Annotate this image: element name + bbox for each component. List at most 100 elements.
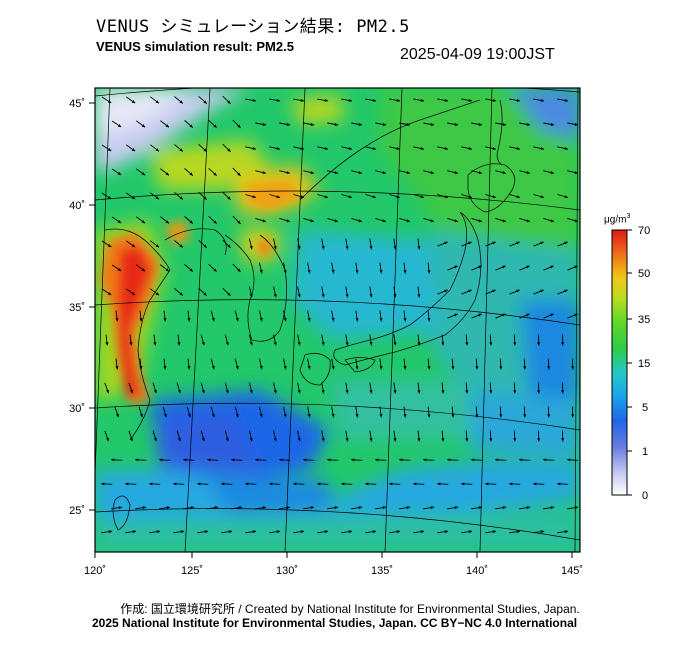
wind-arrow-head [197,482,201,486]
wind-arrow-head [509,482,513,486]
wind-arrow-head [307,318,311,322]
wind-arrow-head [307,414,311,418]
lon-label: 125˚ [181,565,203,577]
wind-arrow-head [300,195,304,199]
lat-label: 45˚ [69,98,85,110]
wind-arrow-head [321,246,325,250]
wind-arrow-head [179,148,183,152]
wind-arrow-head [238,506,243,510]
wind-arrow-head [369,438,373,442]
wind-arrow-head [187,318,191,322]
wind-arrow-head [526,171,530,174]
wind-arrow-head [564,530,569,534]
wind-arrow-head [537,438,541,442]
wind-arrow-head [259,413,263,418]
colorbar-tick-label: 0 [642,490,648,502]
wind-arrow-head [430,122,435,126]
wind-arrow-head [468,241,472,245]
wind-arrow-head [519,458,523,462]
wind-arrow-head [131,196,136,200]
wind-arrow-head [155,148,159,152]
wind-arrow-head [249,389,253,394]
wind-arrow-head [142,506,147,510]
longitude-labels: 120˚ 125˚ 130˚ 135˚ 140˚ 145˚ [84,565,583,577]
wind-arrow-head [303,458,307,462]
wind-arrow-head [417,294,421,298]
wind-arrow-head [526,219,530,223]
wind-arrow-head [286,122,291,126]
wind-arrow-head [502,313,506,317]
wind-arrow-head [321,342,325,346]
lat-label: 25˚ [69,505,85,517]
wind-arrow-head [177,342,181,346]
wind-arrow-head [502,265,506,269]
wind-arrow-head [227,244,231,248]
wind-arrow-head [478,506,483,510]
wind-arrow-head [543,458,547,462]
wind-arrow-head [547,366,551,370]
wind-arrow-head [540,98,545,102]
wind-arrow-head [107,100,112,103]
wind-arrow-head [475,366,479,370]
wind-arrow-head [468,147,472,150]
wind-arrow-head [203,148,207,152]
wind-arrow-head [262,219,266,223]
wind-arrow-head [139,318,143,322]
wind-arrow-head [286,506,291,510]
wind-arrow-head [451,414,455,418]
colorbar-tick-label: 15 [638,358,650,370]
wind-arrow-head [468,289,472,293]
wind-arrow-head [345,390,349,394]
wind-arrow-head [420,530,425,534]
wind-arrow-head [163,413,167,418]
wind-arrow-head [348,98,353,102]
wind-arrow-head [372,530,377,534]
wind-arrow-head [190,506,195,510]
wind-arrow-head [227,196,231,200]
wind-arrow-head [101,482,105,486]
wind-arrow-head [211,413,215,418]
wind-arrow-head [516,98,521,102]
wind-arrow-head [427,270,431,274]
wind-arrow-head [324,98,329,102]
wind-arrow-head [276,530,281,534]
wind-arrow-head [465,390,469,394]
wind-arrow-head [502,122,507,126]
colorbar: 70 50 35 15 5 1 0 [611,225,650,502]
wind-arrow-head [187,366,191,370]
wind-arrow-head [249,245,253,250]
wind-arrow-head [471,458,475,462]
colorbar-tick-label: 1 [642,446,648,458]
wind-arrow-head [540,530,545,534]
wind-arrow-head [358,171,362,174]
wind-arrow-head [310,122,315,126]
wind-arrow-head [550,219,554,223]
wind-arrow-head [179,244,183,248]
wind-arrow-head [115,366,119,370]
wind-arrow-head [516,241,520,245]
wind-arrow-head [262,122,267,126]
lon-label: 135˚ [371,565,393,577]
wind-arrow-head [372,195,376,199]
wind-arrow-head [345,342,349,346]
wind-arrow-head [417,438,421,442]
wind-arrow-head [221,482,225,486]
wind-arrow-head [286,219,290,223]
wind-arrow-head [117,268,122,271]
wind-arrow-head [297,342,301,346]
wind-arrow-head [513,390,517,394]
wind-arrow-head [132,530,137,534]
wind-arrow-head [393,438,397,442]
wind-arrow-head [131,244,136,248]
wind-arrow-head [355,414,359,418]
wind-arrow-head [547,414,551,418]
wind-arrow-head [451,366,455,370]
wind-arrow-head [403,318,407,322]
wind-arrow-head [427,414,431,418]
wind-arrow-head [249,437,253,442]
wind-arrow-head [300,530,305,534]
wind-arrow-head [237,124,241,128]
wind-arrow-head [125,482,129,486]
wind-arrow-head [492,241,496,245]
wind-arrow-head [117,220,122,223]
